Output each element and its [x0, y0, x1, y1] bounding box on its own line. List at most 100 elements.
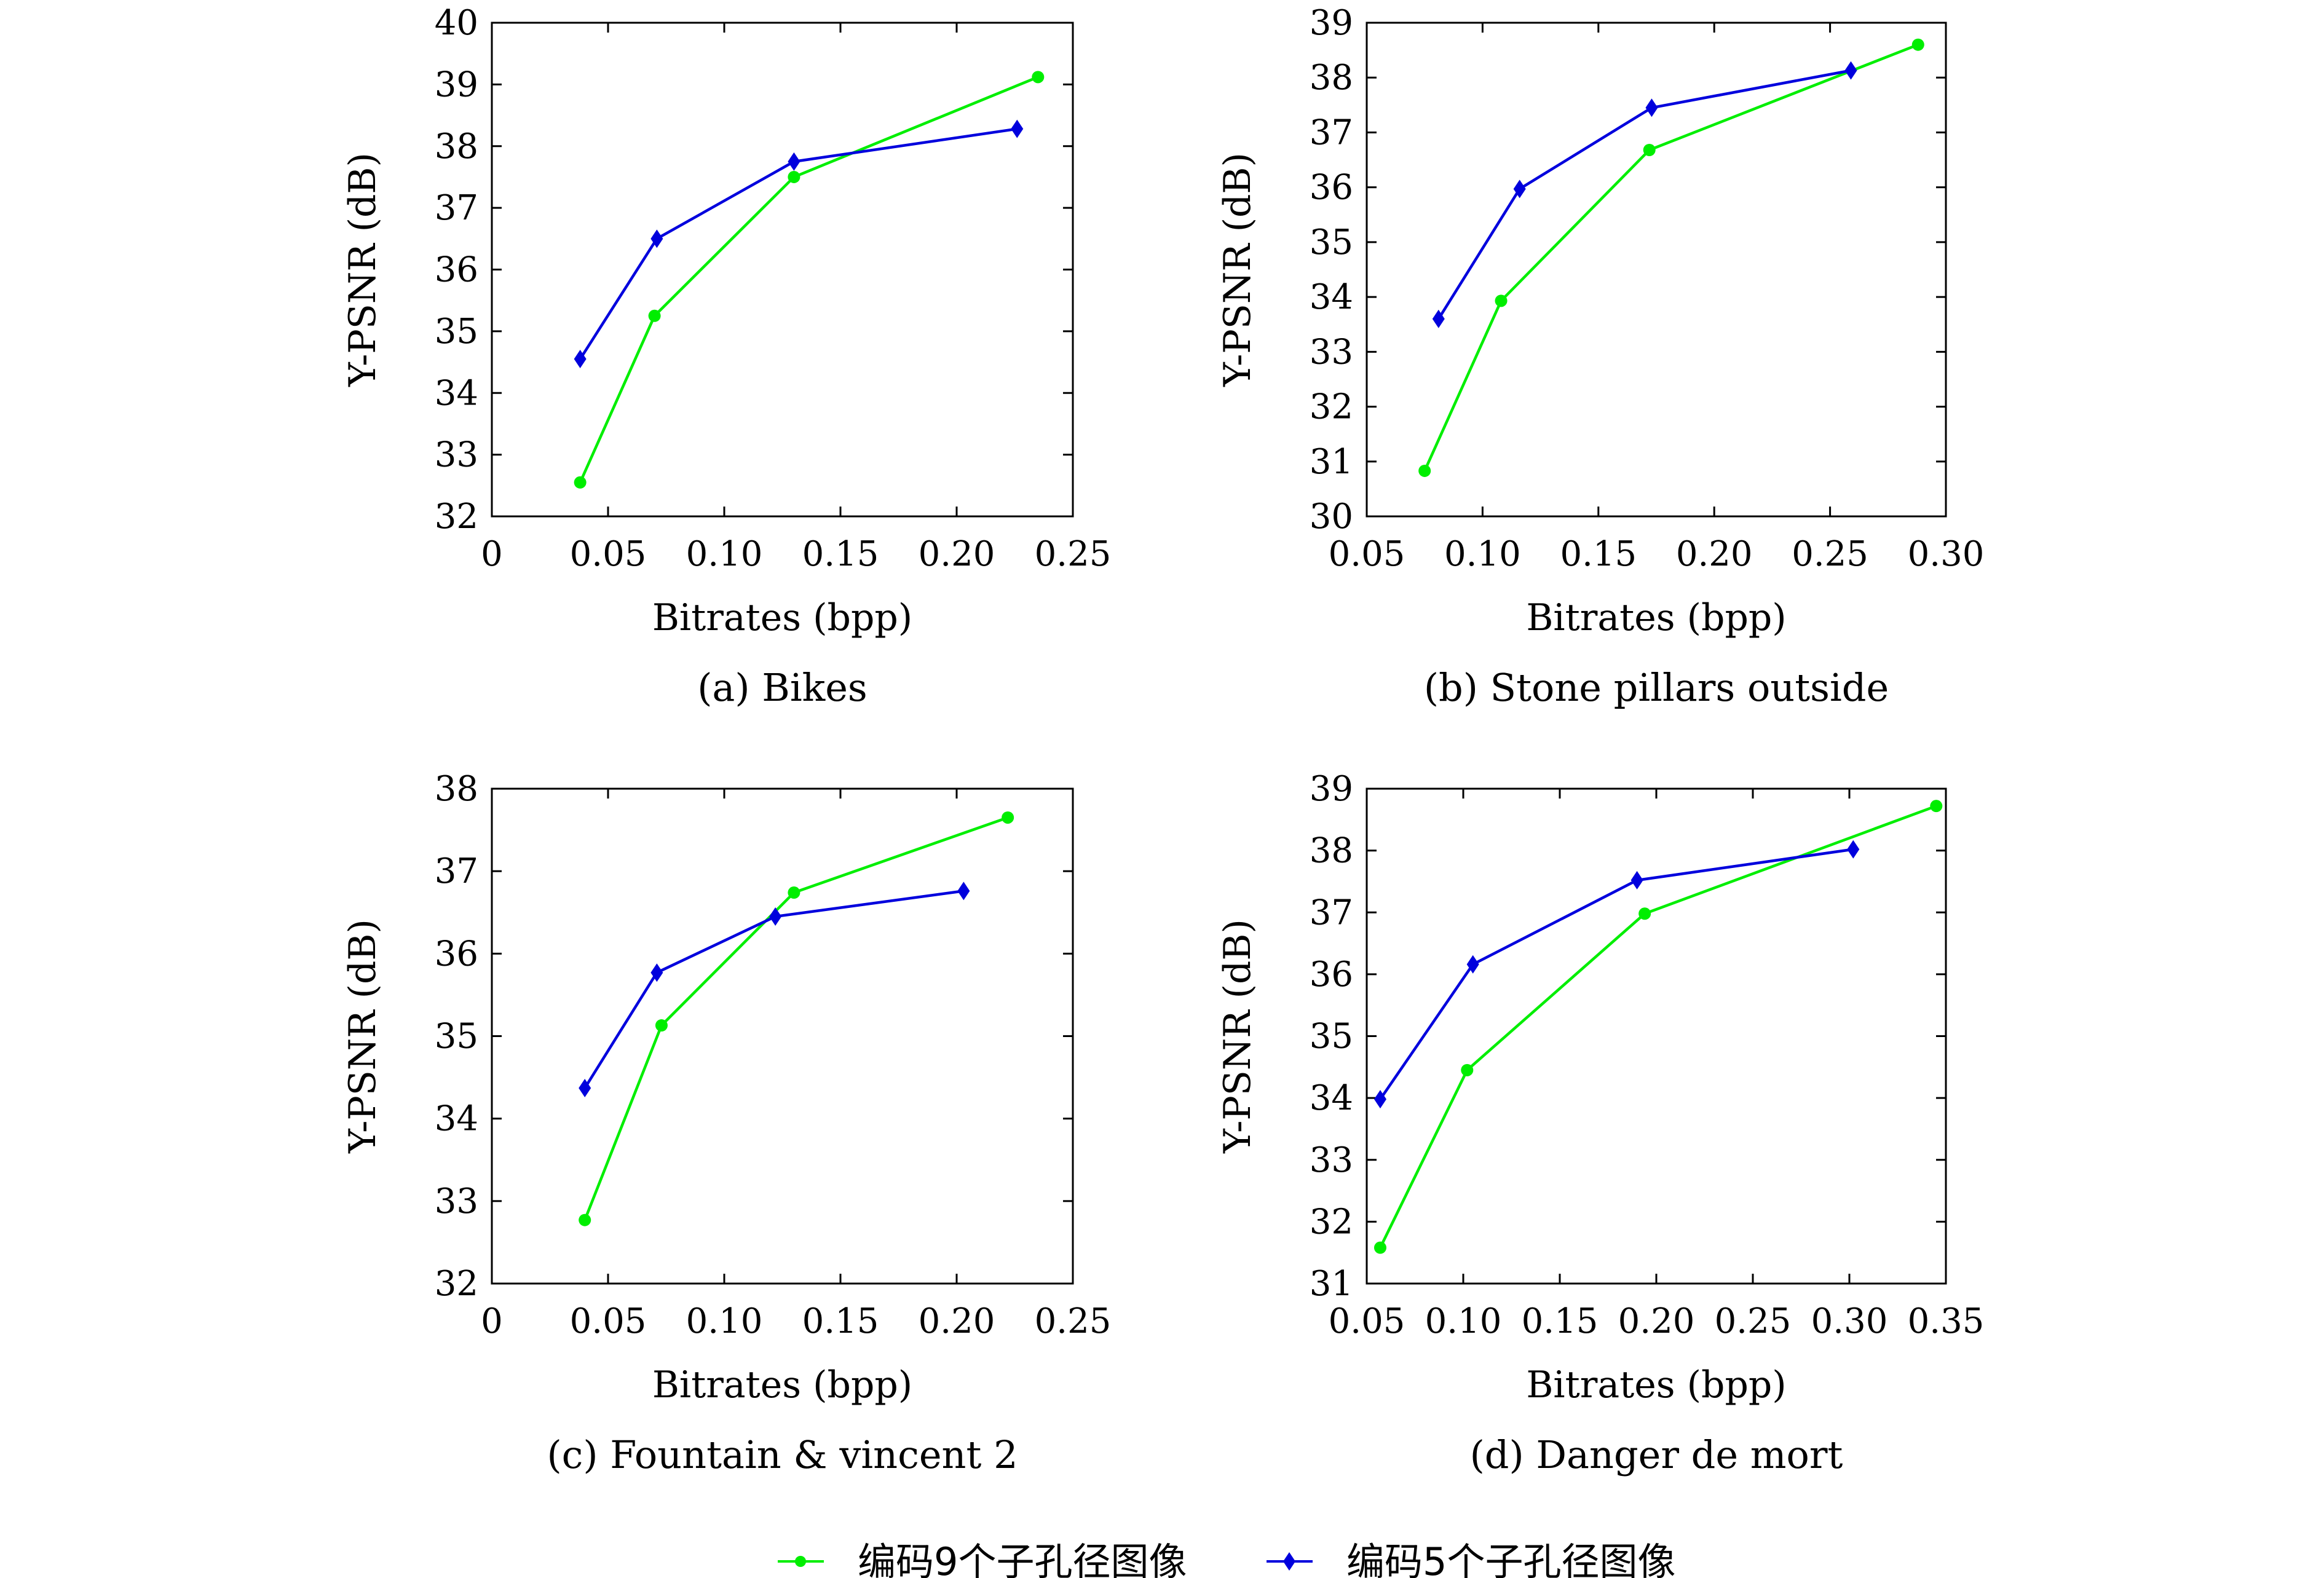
- data-point-green: [648, 309, 661, 322]
- y-tick-label: 33: [1310, 1140, 1353, 1180]
- x-tick-label: 0.25: [1035, 1301, 1112, 1341]
- panel-caption: (c) Fountain & vincent 2: [547, 1432, 1018, 1477]
- chart-panel-4: 31 32 33 34 35 36 37 38 39 0.05 0.10 0.15 0.20 0.25 0.…: [1216, 769, 1984, 1477]
- data-point-blue: [1645, 98, 1658, 117]
- x-tick-label: 0.20: [1618, 1301, 1695, 1341]
- x-tick-label: 0.35: [1908, 1301, 1985, 1341]
- x-axis-title: Bitrates (bpp): [1526, 1363, 1786, 1406]
- x-tick-label: 0.05: [570, 534, 647, 574]
- data-point-blue: [1466, 955, 1479, 974]
- data-point-green: [1002, 811, 1014, 824]
- data-point-green: [579, 1213, 591, 1226]
- y-tick-label: 33: [1310, 332, 1353, 372]
- legend-marker-blue: [1283, 1552, 1295, 1571]
- x-tick-label: 0.25: [1035, 534, 1112, 574]
- series-line-blue: [1437, 69, 1851, 320]
- data-point-green: [1032, 71, 1045, 84]
- data-point-green: [655, 1019, 668, 1032]
- x-tick-label: 0.10: [1444, 534, 1521, 574]
- data-point-blue: [788, 152, 800, 171]
- plot-frame: [491, 787, 1074, 1285]
- data-point-green: [1461, 1063, 1474, 1076]
- data-point-blue: [957, 882, 970, 901]
- x-tick-label: 0: [481, 534, 503, 574]
- data-point-green: [1911, 38, 1924, 51]
- x-tick-label: 0.25: [1715, 1301, 1792, 1341]
- y-tick-label: 30: [1310, 497, 1353, 537]
- y-tick-label: 35: [1310, 1017, 1353, 1057]
- y-tick-label: 38: [1310, 831, 1353, 871]
- y-tick-label: 40: [435, 3, 478, 43]
- y-tick-label: 37: [1310, 893, 1353, 933]
- y-tick-label: 32: [435, 497, 478, 537]
- y-tick-label: 32: [435, 1264, 478, 1304]
- plot-frame: [1366, 787, 1947, 1285]
- series-line-blue: [579, 127, 1018, 360]
- y-axis-title: Y-PSNR (dB): [1216, 152, 1259, 387]
- data-point-blue: [769, 907, 782, 926]
- x-tick-label: 0.05: [1329, 1301, 1405, 1341]
- panel-caption: (a) Bikes: [697, 665, 868, 710]
- x-tick-label: 0.20: [1676, 534, 1753, 574]
- x-tick-label: 0.30: [1811, 1301, 1888, 1341]
- legend: 编码9个子孔径图像 编码5个子孔径图像: [778, 1539, 1675, 1578]
- y-tick-label: 32: [1310, 387, 1353, 427]
- chart-panel-2: 30 31 32 33 34 35 36 37 38 39 0.05 0.10 0.15 0.20 0.25…: [1216, 3, 1984, 710]
- y-tick-label: 37: [435, 851, 478, 891]
- x-tick-label: 0.20: [919, 1301, 995, 1341]
- series-line-green: [1378, 805, 1937, 1249]
- y-tick-label: 39: [435, 65, 478, 105]
- y-tick-label: 36: [435, 250, 478, 290]
- x-tick-label: 0.25: [1792, 534, 1868, 574]
- y-tick-label: 36: [1310, 955, 1353, 995]
- x-tick-label: 0.15: [1522, 1301, 1599, 1341]
- series-line-green: [583, 816, 1008, 1221]
- y-axis-title: Y-PSNR (dB): [341, 919, 384, 1154]
- y-tick-label: 34: [1310, 277, 1353, 317]
- series-line-blue: [1379, 848, 1854, 1100]
- x-axis-title: Bitrates (bpp): [1526, 596, 1786, 639]
- data-point-blue: [650, 963, 663, 982]
- data-point-blue: [650, 229, 663, 248]
- y-tick-label: 33: [435, 1182, 478, 1221]
- y-tick-label: 36: [1310, 168, 1353, 208]
- legend-label-blue: 编码5个子孔径图像: [1346, 1539, 1675, 1578]
- data-point-blue: [1844, 61, 1857, 80]
- data-point-green: [1643, 143, 1656, 156]
- data-point-blue: [1630, 870, 1643, 890]
- y-tick-label: 32: [1310, 1202, 1353, 1242]
- x-tick-label: 0.20: [919, 534, 995, 574]
- series-line-blue: [583, 890, 964, 1089]
- legend-marker-green: [795, 1556, 806, 1567]
- data-point-green: [788, 170, 800, 183]
- data-point-green: [1495, 294, 1508, 307]
- y-tick-label: 31: [1310, 442, 1353, 482]
- y-tick-label: 35: [435, 312, 478, 352]
- x-tick-label: 0: [481, 1301, 503, 1341]
- x-tick-label: 0.05: [570, 1301, 647, 1341]
- y-tick-label: 31: [1310, 1264, 1353, 1304]
- plot-frame: [1366, 22, 1947, 518]
- y-tick-label: 36: [435, 934, 478, 974]
- data-point-blue: [1513, 179, 1526, 199]
- y-tick-label: 39: [1310, 3, 1353, 43]
- x-tick-label: 0.05: [1329, 534, 1405, 574]
- y-tick-label: 37: [1310, 112, 1353, 152]
- series-line-green: [579, 76, 1039, 483]
- data-point-blue: [579, 1079, 591, 1098]
- legend-label-green: 编码9个子孔径图像: [858, 1539, 1187, 1578]
- x-tick-label: 0.30: [1908, 534, 1985, 574]
- panel-caption: (b) Stone pillars outside: [1424, 665, 1889, 710]
- x-tick-label: 0.15: [802, 1301, 879, 1341]
- y-tick-label: 38: [435, 127, 478, 167]
- y-tick-label: 38: [435, 769, 478, 809]
- y-tick-label: 34: [1310, 1078, 1353, 1118]
- chart-panel-3: 32 33 34 35 36 37 38 0 0.05 0.10 0.15 0.20 0.25 Bitra…: [341, 769, 1111, 1477]
- x-tick-label: 0.10: [686, 1301, 763, 1341]
- data-point-blue: [1011, 119, 1024, 138]
- data-point-green: [1930, 800, 1943, 813]
- x-tick-label: 0.15: [802, 534, 879, 574]
- chart-panel-1: 32 33 34 35 36 37 38 39 40 0 0.05 0.10 0.15 0.20 0.25 B…: [341, 3, 1111, 710]
